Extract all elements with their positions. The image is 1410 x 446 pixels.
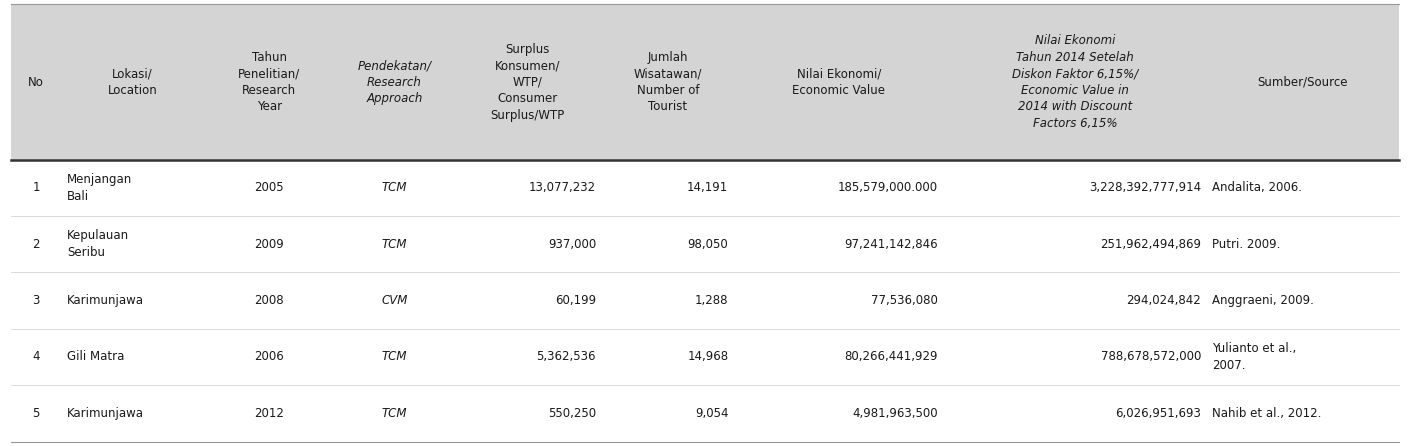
Text: 2008: 2008	[255, 294, 285, 307]
Text: TCM: TCM	[382, 182, 407, 194]
Text: 2012: 2012	[254, 407, 285, 420]
Text: 3: 3	[32, 294, 39, 307]
Text: 97,241,142,846: 97,241,142,846	[845, 238, 938, 251]
Bar	[11, 216, 1399, 273]
Text: Pendekatan/
Research
Approach: Pendekatan/ Research Approach	[358, 59, 431, 105]
Text: CVM: CVM	[381, 294, 407, 307]
Text: 185,579,000.000: 185,579,000.000	[838, 182, 938, 194]
Text: TCM: TCM	[382, 351, 407, 363]
Text: Anggraeni, 2009.: Anggraeni, 2009.	[1213, 294, 1314, 307]
Bar	[11, 160, 1399, 216]
Text: Andalita, 2006.: Andalita, 2006.	[1213, 182, 1303, 194]
Text: 5,362,536: 5,362,536	[537, 351, 596, 363]
Text: Nilai Ekonomi
Tahun 2014 Setelah
Diskon Faktor 6,15%/
Economic Value in
2014 wit: Nilai Ekonomi Tahun 2014 Setelah Diskon …	[1012, 34, 1138, 130]
Bar	[11, 4, 1399, 160]
Text: 1: 1	[32, 182, 39, 194]
Text: Karimunjawa: Karimunjawa	[66, 407, 144, 420]
Text: 2009: 2009	[255, 238, 285, 251]
Bar	[11, 385, 1399, 442]
Text: 4,981,963,500: 4,981,963,500	[853, 407, 938, 420]
Text: 5: 5	[32, 407, 39, 420]
Text: Putri. 2009.: Putri. 2009.	[1213, 238, 1280, 251]
Text: 6,026,951,693: 6,026,951,693	[1115, 407, 1201, 420]
Text: 9,054: 9,054	[695, 407, 729, 420]
Text: TCM: TCM	[382, 407, 407, 420]
Text: Sumber/Source: Sumber/Source	[1258, 75, 1348, 89]
Text: Jumlah
Wisatawan/
Number of
Tourist: Jumlah Wisatawan/ Number of Tourist	[633, 51, 702, 113]
Text: 2: 2	[32, 238, 39, 251]
Text: Lokasi/
Location: Lokasi/ Location	[107, 67, 157, 97]
Text: 60,199: 60,199	[556, 294, 596, 307]
Text: 1,288: 1,288	[695, 294, 729, 307]
Text: Gili Matra: Gili Matra	[66, 351, 124, 363]
Text: Karimunjawa: Karimunjawa	[66, 294, 144, 307]
Text: 14,191: 14,191	[687, 182, 729, 194]
Text: 294,024,842: 294,024,842	[1127, 294, 1201, 307]
Text: 251,962,494,869: 251,962,494,869	[1100, 238, 1201, 251]
Text: 2006: 2006	[255, 351, 285, 363]
Text: 550,250: 550,250	[548, 407, 596, 420]
Text: Yulianto et al.,
2007.: Yulianto et al., 2007.	[1213, 342, 1297, 372]
Text: Nahib et al., 2012.: Nahib et al., 2012.	[1213, 407, 1321, 420]
Text: 77,536,080: 77,536,080	[871, 294, 938, 307]
Text: Menjangan
Bali: Menjangan Bali	[66, 173, 133, 202]
Bar	[11, 329, 1399, 385]
Text: 3,228,392,777,914: 3,228,392,777,914	[1089, 182, 1201, 194]
Text: TCM: TCM	[382, 238, 407, 251]
Text: 80,266,441,929: 80,266,441,929	[845, 351, 938, 363]
Text: 937,000: 937,000	[548, 238, 596, 251]
Text: Tahun
Penelitian/
Research
Year: Tahun Penelitian/ Research Year	[238, 51, 300, 113]
Text: 4: 4	[32, 351, 39, 363]
Text: 14,968: 14,968	[687, 351, 729, 363]
Text: Nilai Ekonomi/
Economic Value: Nilai Ekonomi/ Economic Value	[792, 67, 885, 97]
Text: 2005: 2005	[255, 182, 285, 194]
Text: Surplus
Konsumen/
WTP/
Consumer
Surplus/WTP: Surplus Konsumen/ WTP/ Consumer Surplus/…	[491, 42, 564, 122]
Bar	[11, 273, 1399, 329]
Text: 788,678,572,000: 788,678,572,000	[1101, 351, 1201, 363]
Text: 13,077,232: 13,077,232	[529, 182, 596, 194]
Text: No: No	[28, 75, 44, 89]
Text: 98,050: 98,050	[688, 238, 729, 251]
Text: Kepulauan
Seribu: Kepulauan Seribu	[66, 229, 130, 259]
